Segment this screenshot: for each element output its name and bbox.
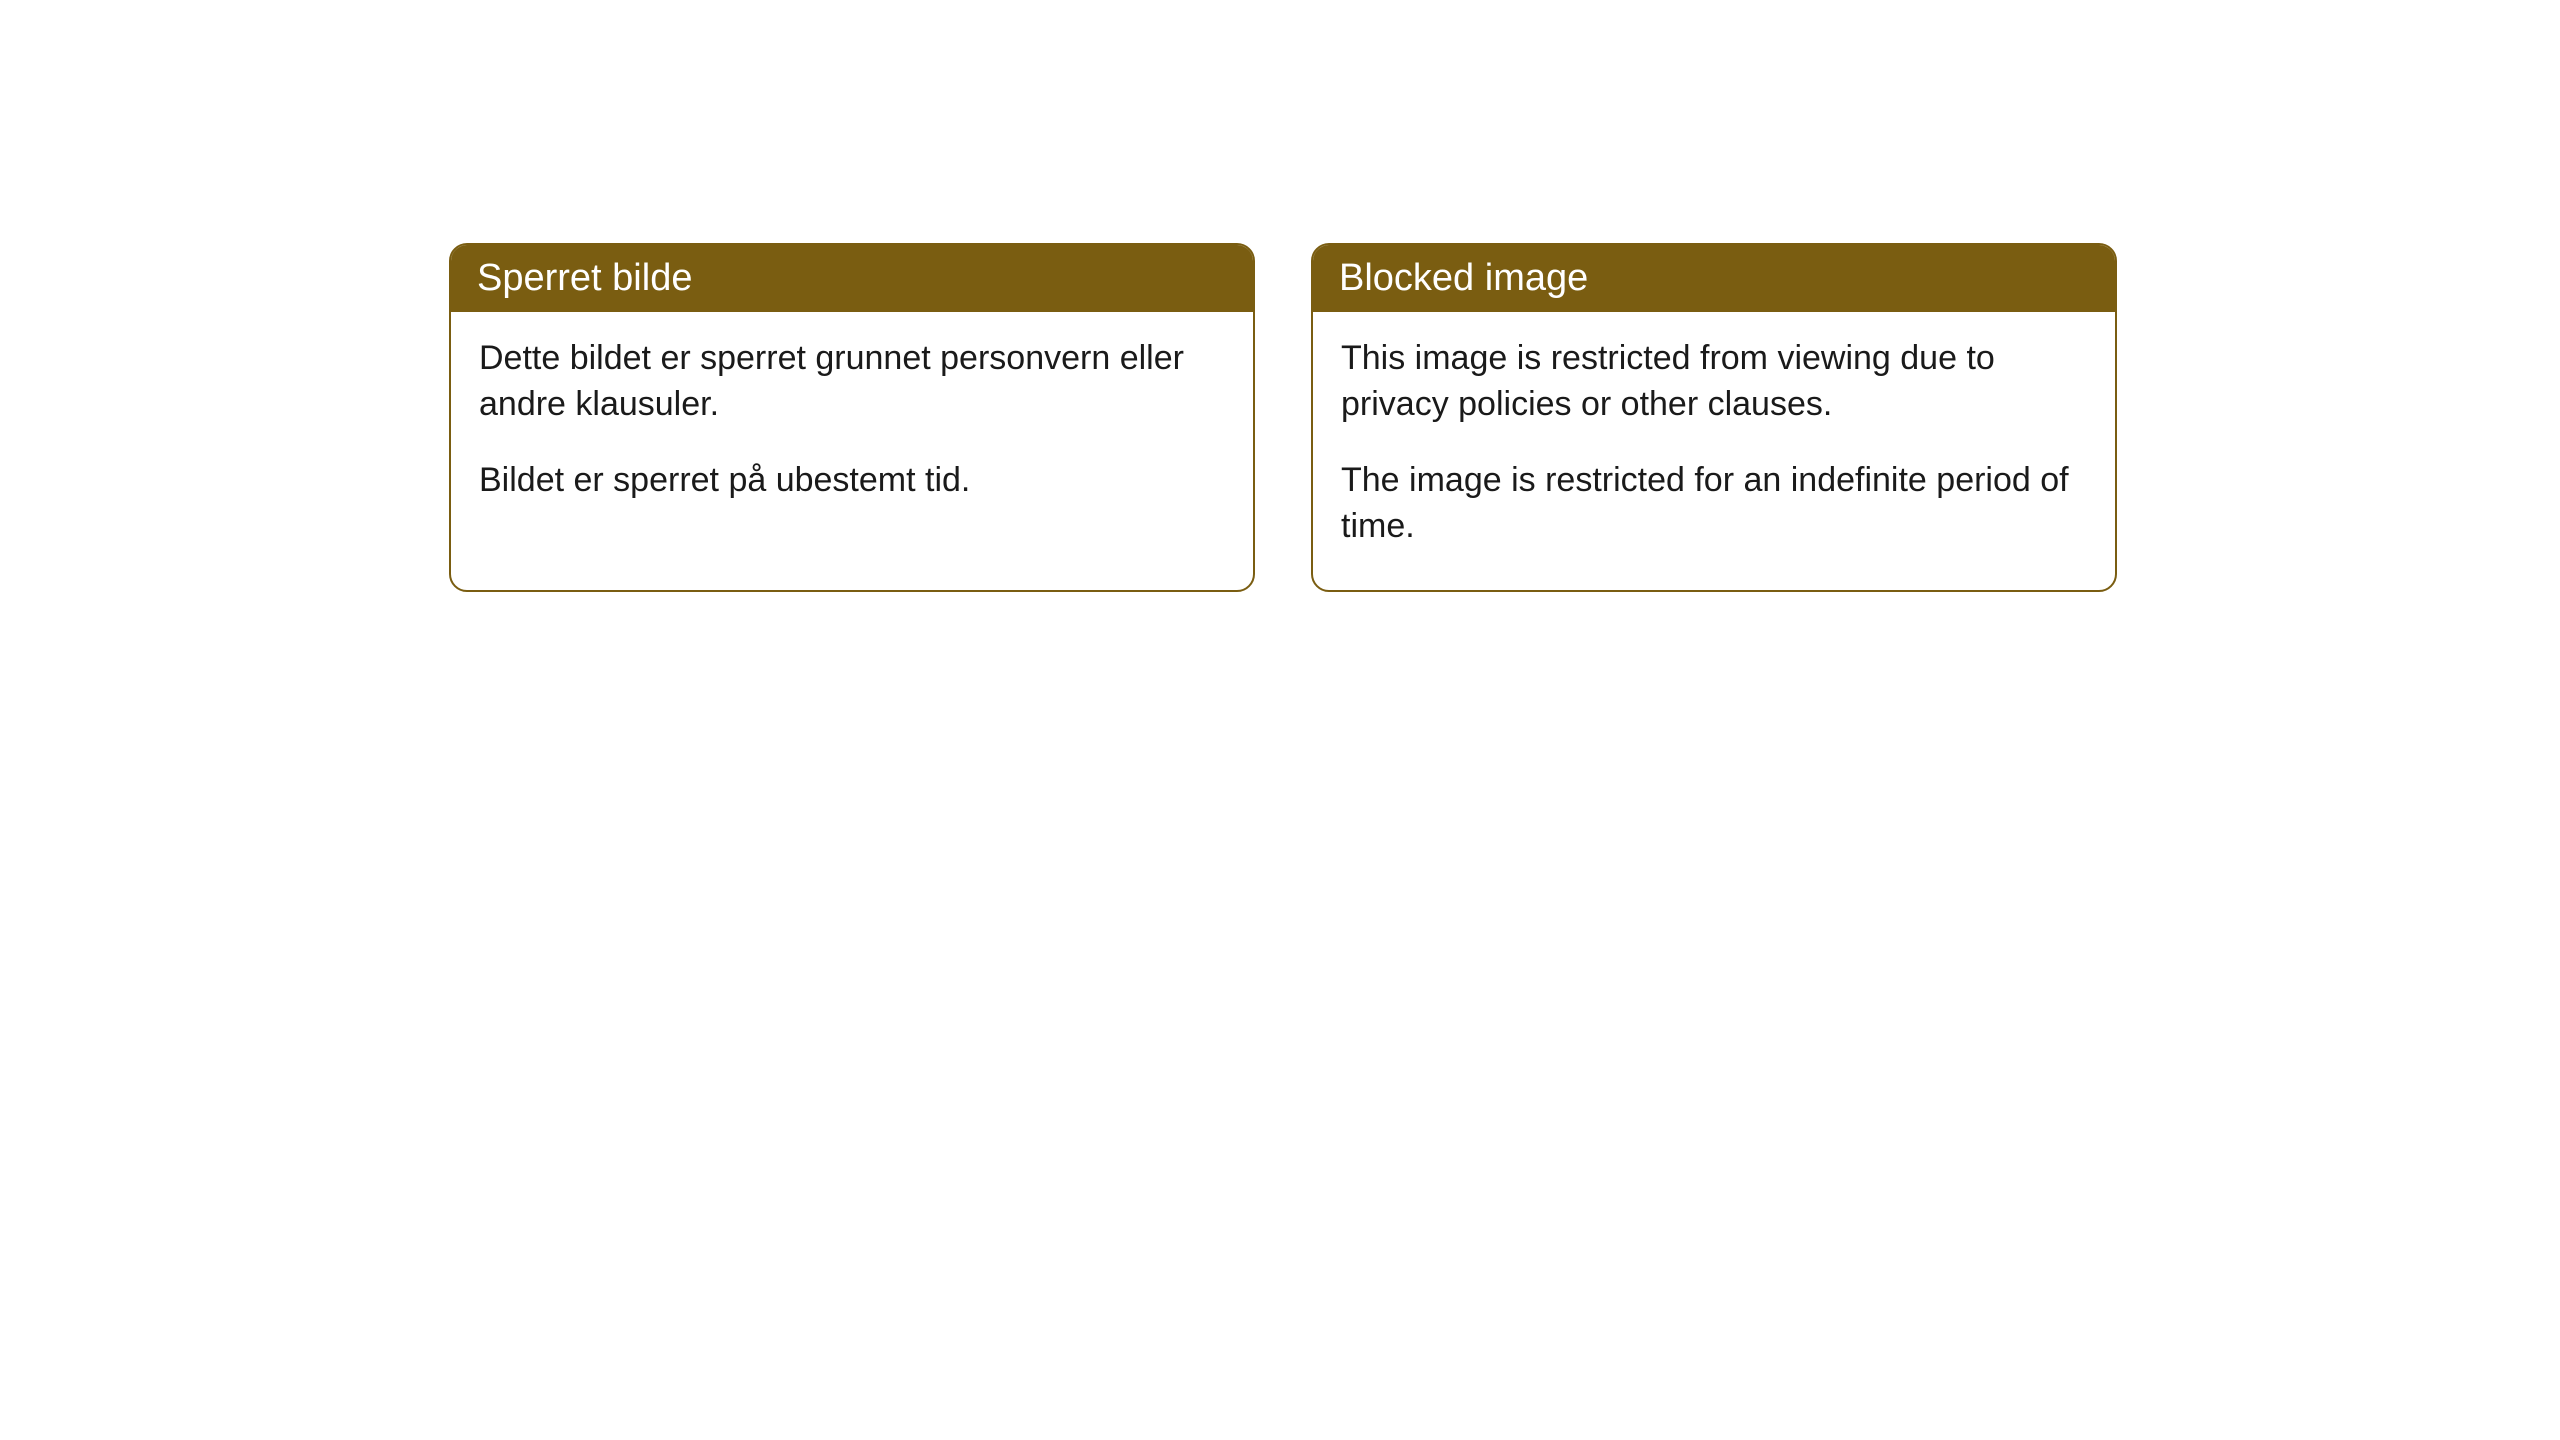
card-body-english: This image is restricted from viewing du… bbox=[1313, 312, 2115, 590]
card-body-norwegian: Dette bildet er sperret grunnet personve… bbox=[451, 312, 1253, 544]
card-paragraph: Bildet er sperret på ubestemt tid. bbox=[479, 458, 1225, 504]
card-paragraph: This image is restricted from viewing du… bbox=[1341, 336, 2087, 428]
blocked-image-card-english: Blocked image This image is restricted f… bbox=[1311, 243, 2117, 592]
notice-cards-container: Sperret bilde Dette bildet er sperret gr… bbox=[449, 243, 2117, 592]
card-title: Sperret bilde bbox=[477, 257, 692, 299]
card-header-norwegian: Sperret bilde bbox=[451, 245, 1253, 312]
card-paragraph: The image is restricted for an indefinit… bbox=[1341, 458, 2087, 550]
blocked-image-card-norwegian: Sperret bilde Dette bildet er sperret gr… bbox=[449, 243, 1255, 592]
card-paragraph: Dette bildet er sperret grunnet personve… bbox=[479, 336, 1225, 428]
card-title: Blocked image bbox=[1339, 257, 1588, 299]
card-header-english: Blocked image bbox=[1313, 245, 2115, 312]
